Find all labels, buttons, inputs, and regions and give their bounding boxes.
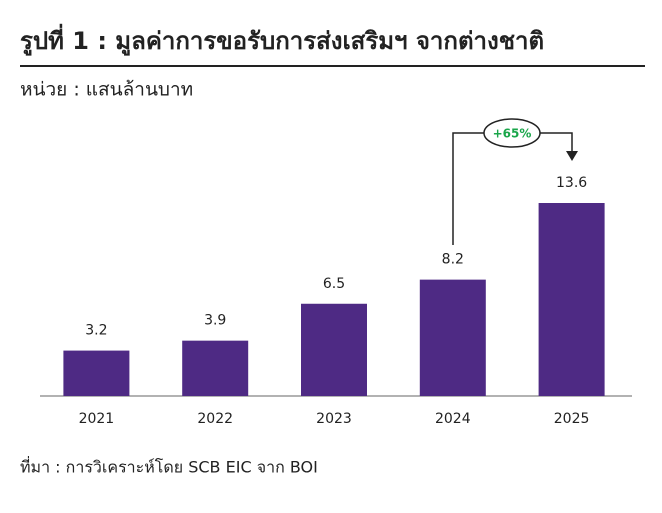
growth-bubble xyxy=(483,118,541,148)
x-tick-label: 2022 xyxy=(197,411,233,427)
chart-subtitle: หน่วย : แสนล้านบาท xyxy=(20,79,193,101)
x-tick-label: 2023 xyxy=(316,411,352,427)
growth-label: +65% xyxy=(493,127,532,141)
growth-connector xyxy=(452,132,573,245)
x-tick-label: 2025 xyxy=(554,411,590,427)
value-label: 13.6 xyxy=(556,175,587,191)
value-label: 8.2 xyxy=(442,252,464,268)
value-label: 3.9 xyxy=(204,313,226,329)
bar xyxy=(419,279,486,396)
bar xyxy=(182,340,249,396)
bar xyxy=(63,350,130,396)
x-tick-label: 2024 xyxy=(435,411,471,427)
value-label: 3.2 xyxy=(85,323,107,339)
chart-title: รูปที่ 1 : มูลค่าการขอรับการส่งเสริมฯ จา… xyxy=(20,23,544,56)
growth-arrowhead xyxy=(566,151,578,161)
bar xyxy=(301,303,367,396)
value-label: 6.5 xyxy=(323,276,345,292)
x-tick-label: 2021 xyxy=(79,411,115,427)
bar xyxy=(538,203,605,396)
source-note: ที่มา : การวิเคราะห์โดย SCB EIC จาก BOI xyxy=(20,456,318,477)
